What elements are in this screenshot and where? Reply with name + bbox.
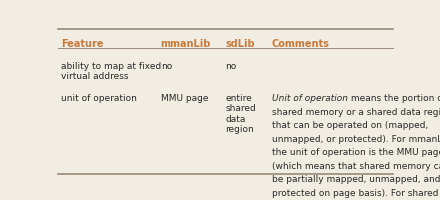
Text: shared memory or a shared data region: shared memory or a shared data region xyxy=(271,108,440,117)
Text: entire
shared
data
region: entire shared data region xyxy=(226,94,256,134)
Text: means the portion of: means the portion of xyxy=(348,94,440,103)
Text: ability to map at fixed
virtual address: ability to map at fixed virtual address xyxy=(61,62,161,81)
Text: unit of operation: unit of operation xyxy=(61,94,137,103)
Text: no: no xyxy=(161,62,172,71)
Text: Comments: Comments xyxy=(271,39,330,49)
Text: unmapped, or protected). For mmanLib: unmapped, or protected). For mmanLib xyxy=(271,135,440,144)
Text: mmanLib: mmanLib xyxy=(161,39,211,49)
Text: sdLib: sdLib xyxy=(226,39,255,49)
Text: Unit of operation: Unit of operation xyxy=(271,94,348,103)
Text: (which means that shared memory can: (which means that shared memory can xyxy=(271,162,440,171)
Text: Feature: Feature xyxy=(61,39,104,49)
Text: no: no xyxy=(226,62,237,71)
Text: MMU page: MMU page xyxy=(161,94,208,103)
Text: that can be operated on (mapped,: that can be operated on (mapped, xyxy=(271,121,428,130)
Text: the unit of operation is the MMU page: the unit of operation is the MMU page xyxy=(271,148,440,157)
Text: be partially mapped, unmapped, and: be partially mapped, unmapped, and xyxy=(271,175,440,184)
Text: protected on page basis). For shared data: protected on page basis). For shared dat… xyxy=(271,189,440,198)
